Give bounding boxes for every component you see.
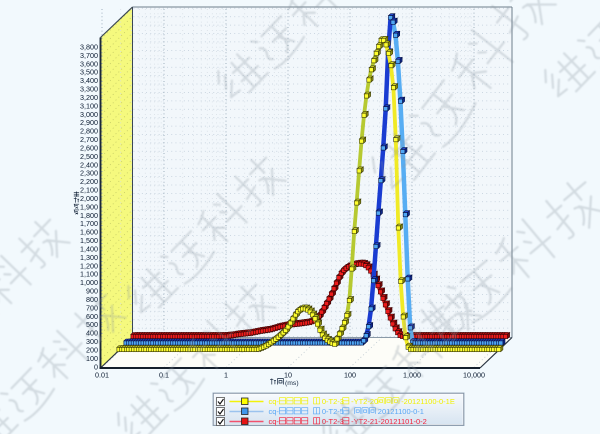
svg-text:1,000: 1,000 <box>80 278 98 287</box>
svg-text:200: 200 <box>86 346 98 355</box>
svg-text:3,300: 3,300 <box>80 85 98 94</box>
svg-text:(ms): (ms) <box>285 380 299 387</box>
svg-text:2,800: 2,800 <box>80 127 98 136</box>
svg-text:3,800: 3,800 <box>80 43 98 52</box>
svg-text:-YT2-21-20121101-0-2: -YT2-21-20121101-0-2 <box>351 417 427 426</box>
svg-text:600: 600 <box>86 312 98 321</box>
svg-text:-20121100-0-1E: -20121100-0-1E <box>401 397 455 406</box>
svg-text:2,500: 2,500 <box>80 152 98 161</box>
svg-text:1,600: 1,600 <box>80 228 98 237</box>
svg-text:1: 1 <box>224 371 228 380</box>
svg-text:2,700: 2,700 <box>80 135 98 144</box>
svg-text:0-T2-3: 0-T2-3 <box>322 417 344 426</box>
svg-text:1,400: 1,400 <box>80 245 98 254</box>
svg-text:0-T2-5: 0-T2-5 <box>322 407 344 416</box>
svg-text:10: 10 <box>284 371 292 380</box>
svg-text:-YT2-20-: -YT2-20- <box>351 397 381 406</box>
svg-text:3,000: 3,000 <box>80 110 98 119</box>
svg-text:cq-: cq- <box>269 397 280 406</box>
svg-text:100: 100 <box>86 354 98 363</box>
svg-text:1,800: 1,800 <box>80 211 98 220</box>
svg-text:1,200: 1,200 <box>80 261 98 270</box>
svg-text:1,900: 1,900 <box>80 202 98 211</box>
svg-text:1,100: 1,100 <box>80 270 98 279</box>
svg-text:2,600: 2,600 <box>80 144 98 153</box>
svg-text:400: 400 <box>86 329 98 338</box>
svg-text:2,900: 2,900 <box>80 118 98 127</box>
svg-text:cq-: cq- <box>269 407 280 416</box>
svg-text:500: 500 <box>86 320 98 329</box>
svg-text:3,200: 3,200 <box>80 93 98 102</box>
svg-text:100: 100 <box>344 371 356 380</box>
svg-text:3,700: 3,700 <box>80 51 98 60</box>
svg-text:cq-: cq- <box>269 417 280 426</box>
svg-text:0.01: 0.01 <box>95 371 109 380</box>
svg-text:1,000: 1,000 <box>403 371 421 380</box>
svg-text:2,200: 2,200 <box>80 177 98 186</box>
svg-text:10,000: 10,000 <box>463 371 485 380</box>
svg-text:800: 800 <box>86 295 98 304</box>
svg-text:1,300: 1,300 <box>80 253 98 262</box>
svg-text:0: 0 <box>94 362 98 371</box>
svg-text:1,500: 1,500 <box>80 236 98 245</box>
svg-text:2,300: 2,300 <box>80 169 98 178</box>
svg-text:2,000: 2,000 <box>80 194 98 203</box>
svg-text:3,500: 3,500 <box>80 68 98 77</box>
svg-text:20121100-0-1: 20121100-0-1 <box>378 407 424 416</box>
svg-text:1,700: 1,700 <box>80 219 98 228</box>
svg-text:3,400: 3,400 <box>80 76 98 85</box>
svg-text:3,600: 3,600 <box>80 59 98 68</box>
svg-text:900: 900 <box>86 287 98 296</box>
svg-text:3,100: 3,100 <box>80 101 98 110</box>
svg-text:0-T2-3: 0-T2-3 <box>322 397 344 406</box>
svg-text:2,400: 2,400 <box>80 160 98 169</box>
svg-text:2,100: 2,100 <box>80 186 98 195</box>
svg-text:300: 300 <box>86 337 98 346</box>
